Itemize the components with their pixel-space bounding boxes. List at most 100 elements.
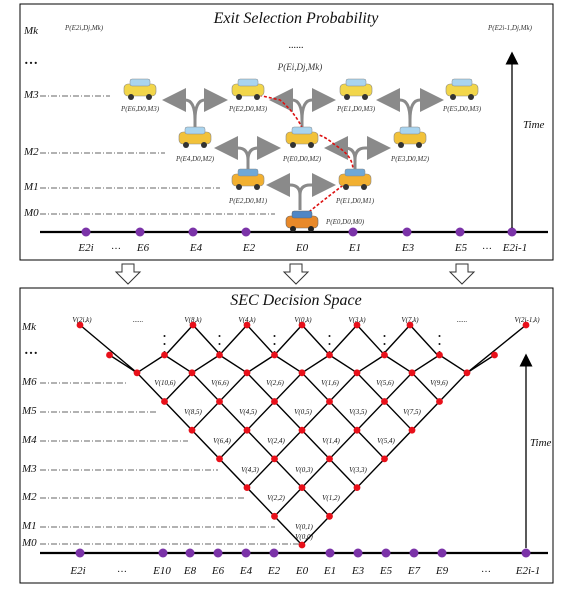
bottom-top-ellipsis: ...... <box>457 316 468 324</box>
lattice-node <box>106 351 113 359</box>
car-probability-labels: P(E6,D0,M3) P(E2,D0,M3) P(E1,D0,M3) P(E5… <box>120 105 482 226</box>
lattice-edge <box>356 324 386 356</box>
bottom-exit-label: E2 <box>267 565 281 577</box>
car-prob-label: P(E2,D0,M3) <box>228 105 268 113</box>
car-icon <box>123 78 157 100</box>
lattice-node <box>188 369 196 377</box>
branch-arrows <box>162 88 444 210</box>
ellipsis-dot <box>383 343 386 345</box>
top-level-vertical-dots: … <box>24 53 38 68</box>
top-exit-label: E4 <box>189 242 203 254</box>
bottom-exit-ellipsis-left: … <box>117 564 127 575</box>
car-prob-label: P(E3,D0,M2) <box>390 155 430 163</box>
bottom-exit-label: E4 <box>239 565 253 577</box>
top-ellipsis: ...... <box>289 40 304 51</box>
lattice-node <box>76 321 84 329</box>
lattice-edge <box>191 372 331 517</box>
top-exit-label: E5 <box>454 242 468 254</box>
lattice-edge <box>164 324 194 356</box>
car-icon <box>285 210 319 232</box>
lattice-edge <box>191 354 220 374</box>
lattice-edge <box>218 324 248 356</box>
ellipsis-dot <box>328 335 331 337</box>
lattice-edge <box>273 324 303 356</box>
top-exit-label: E6 <box>136 242 150 254</box>
value-label: V(2,2) <box>267 494 285 502</box>
lattice-node <box>326 455 333 463</box>
bottom-exit-label: E6 <box>211 565 225 577</box>
bottom-exit-label: E5 <box>379 565 393 577</box>
car-prob-label: P(E2,D0,M1) <box>228 197 268 205</box>
top-value-labels: V(2i,k) V(8,k) V(4,k) V(0,k) V(3,k) V(7,… <box>72 316 540 324</box>
exit-node <box>241 227 251 237</box>
bottom-exit-label: E9 <box>435 565 449 577</box>
lattice-node <box>298 484 306 491</box>
lattice-edge <box>219 354 248 374</box>
lattice-edge <box>79 324 138 374</box>
lattice-edge <box>381 324 411 356</box>
lattice-node <box>243 484 251 491</box>
top-level-label-m1: M1 <box>23 181 39 193</box>
bottom-level-label: Mk <box>21 321 37 333</box>
exit-node <box>353 548 363 558</box>
exit-node <box>409 548 419 558</box>
car-icon <box>231 78 265 100</box>
bottom-panel-title: SEC Decision Space <box>230 292 362 309</box>
value-label: V(7,k) <box>401 316 419 324</box>
top-panel-frame <box>19 3 554 261</box>
top-level-label-m3: M3 <box>23 89 39 101</box>
lattice-node <box>491 351 498 359</box>
value-label: V(0,0) <box>295 533 313 541</box>
car-icon <box>178 126 212 148</box>
bottom-time-label: Time <box>530 437 552 449</box>
corner-probability-left: P(E2i,Dj,Mk) <box>64 24 104 32</box>
car-icon <box>339 78 373 100</box>
bottom-level-label: M6 <box>21 376 37 388</box>
lattice-node <box>381 455 388 463</box>
lattice-node <box>216 351 223 359</box>
lattice-node <box>271 455 278 463</box>
lattice-edge <box>439 354 468 374</box>
ellipsis-dot <box>163 335 166 337</box>
value-label: V(0,1) <box>295 523 313 531</box>
top-panel-title: Exit Selection Probability <box>213 10 380 27</box>
exit-node <box>521 548 531 558</box>
lattice-edge <box>409 324 439 356</box>
lattice-node <box>353 426 361 434</box>
exit-node <box>135 227 145 237</box>
value-label: V(1,6) <box>321 379 339 387</box>
value-label: V(0,5) <box>294 408 312 416</box>
value-label: V(6,4) <box>213 437 231 445</box>
bottom-level-labels: Mk … M6 M5 M4 M3 M2 M1 M0 <box>21 321 38 549</box>
top-exit-label: E0 <box>295 242 309 254</box>
lattice-value-labels: V(10,6) V(6,6) V(2,6) V(1,6) V(5,6) V(9,… <box>154 379 448 541</box>
lattice-node <box>133 369 141 377</box>
top-exits: E2i … E6 E4 E2 E0 E1 E3 E5 … E2i-1 <box>77 227 527 254</box>
corner-probability-right: P(E2i-1,Dj,Mk) <box>487 24 533 32</box>
value-label: V(10,6) <box>154 379 176 387</box>
top-level-label-m0: M0 <box>23 207 39 219</box>
lattice-node <box>271 351 278 359</box>
lattice-edge <box>301 372 386 460</box>
exit-node <box>213 548 223 558</box>
lattice-edge <box>274 354 303 374</box>
lattice-node <box>216 455 223 463</box>
lattice-edge <box>466 324 527 374</box>
lattice-node <box>161 398 168 405</box>
exit-node <box>437 548 447 558</box>
ellipsis-dot <box>218 335 221 337</box>
lattice-node <box>381 351 388 359</box>
value-label: V(5,4) <box>377 437 395 445</box>
bottom-exit-label: E8 <box>183 565 197 577</box>
top-time-label: Time <box>523 119 545 131</box>
top-exit-label: E1 <box>348 242 361 254</box>
lattice-edge <box>192 324 222 356</box>
car-icon <box>338 168 372 190</box>
lattice-edge <box>356 354 385 374</box>
lattice-node <box>298 369 306 377</box>
car-icon <box>393 126 427 148</box>
lattice-node <box>271 398 278 405</box>
hollow-down-arrow-icon <box>114 263 476 285</box>
lattice-node <box>463 369 471 377</box>
